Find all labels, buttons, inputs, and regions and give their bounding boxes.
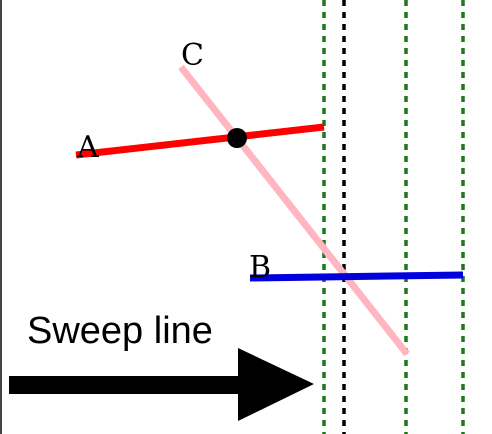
segment-b: [249, 271, 464, 282]
intersection-point: [227, 128, 247, 148]
segment-c: [178, 64, 410, 357]
sweep-direction-arrow-icon: [9, 348, 314, 421]
sweep-line-label: Sweep line: [27, 310, 213, 352]
label-b: B: [249, 250, 271, 285]
segment-a: [75, 123, 325, 159]
label-a: A: [76, 130, 99, 165]
label-c: C: [181, 38, 204, 73]
